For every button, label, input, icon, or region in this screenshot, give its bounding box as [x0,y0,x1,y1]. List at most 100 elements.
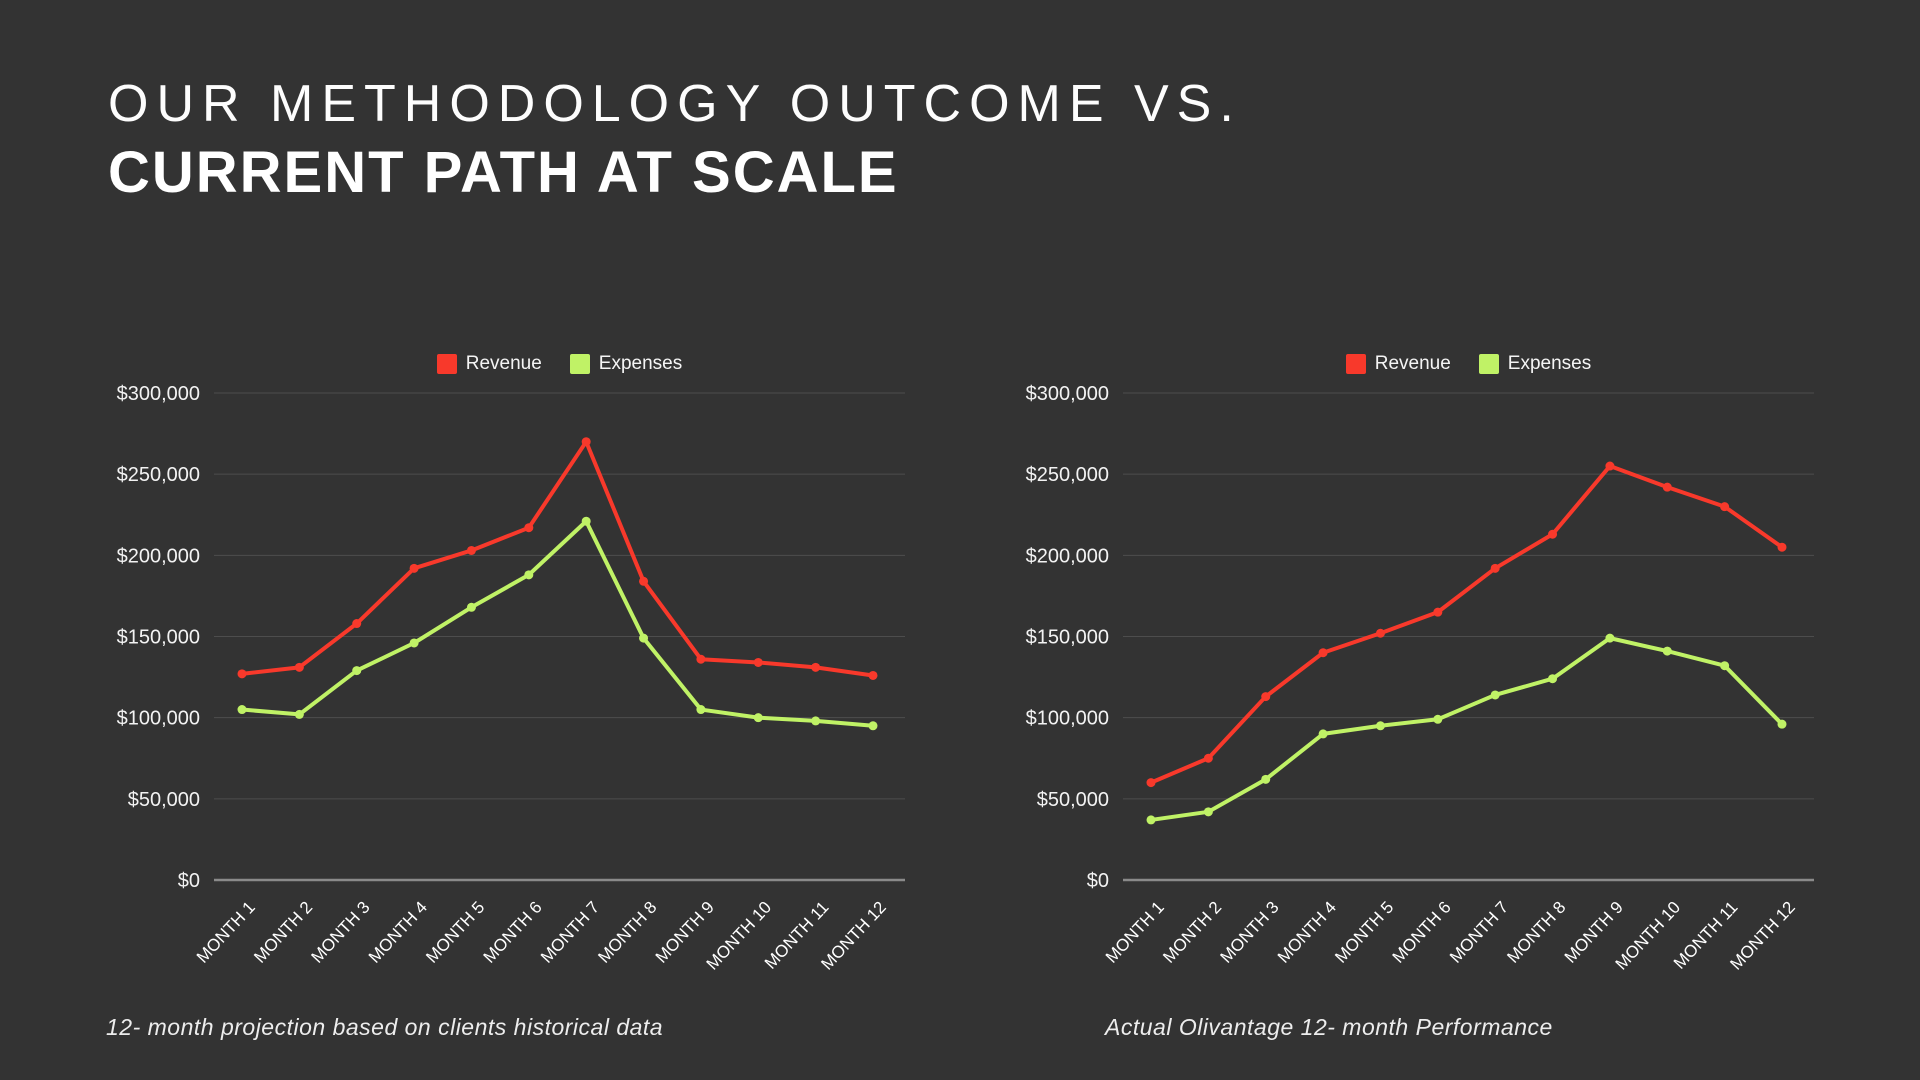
x-tick-label: MONTH 1 [1102,898,1168,967]
x-tick-label: MONTH 8 [594,898,660,967]
revenue-line [240,439,875,678]
expenses-legend-label: Expenses [598,353,683,374]
expenses-line [240,519,875,728]
expenses-data-point [1433,714,1443,724]
expenses-legend-label: Expenses [1507,353,1592,374]
revenue-data-point [294,662,304,672]
revenue-data-point [1662,482,1672,492]
right-chart-caption: Actual Olivantage 12- month Performance [1105,1014,1553,1040]
expenses-data-point [696,705,706,715]
title-line-1: OUR METHODOLOGY OUTCOME VS. [108,75,1242,133]
x-tick-label: MONTH 4 [365,898,431,967]
x-tick-label: MONTH 5 [422,898,488,967]
x-tick-label: MONTH 6 [1389,898,1455,967]
expenses-data-point [237,705,247,715]
revenue-legend-swatch [1345,354,1366,374]
expenses-data-point [1318,729,1328,739]
y-tick-label: $100,000 [117,708,200,730]
revenue-data-point [1777,542,1787,552]
revenue-data-point [352,619,362,629]
left-chart-caption: 12- month projection based on clients hi… [106,1014,664,1040]
x-tick-label: MONTH 3 [1217,898,1283,967]
actual-chart-legend: Revenue Expenses [1123,351,1814,377]
title-line-2: CURRENT PATH AT SCALE [108,140,899,205]
expenses-data-point [1375,721,1385,731]
y-tick-label: $50,000 [128,789,200,811]
y-tick-label: $0 [1087,870,1109,892]
expenses-data-point [639,633,649,643]
revenue-line [1149,464,1784,785]
y-tick-label: $250,000 [1026,464,1109,486]
revenue-data-point [1318,648,1328,658]
revenue-data-point [1720,502,1730,512]
revenue-data-point [466,545,476,555]
expenses-data-point [1146,815,1156,825]
y-tick-label: $100,000 [1026,708,1109,730]
y-tick-label: $200,000 [117,545,200,567]
expenses-data-point [466,602,476,612]
y-tick-label: $250,000 [117,464,200,486]
expenses-legend-swatch [1478,354,1499,374]
expenses-data-point [524,570,534,580]
actual-chart-block: Revenue Expenses $0 $50,000 $100,000 $150,00… [999,345,1839,1055]
legend-item-expenses: Expenses [1478,353,1592,375]
expenses-data-point [1490,690,1500,700]
expenses-data-point [811,716,821,726]
expenses-data-point [294,709,304,719]
revenue-data-point [696,654,706,664]
revenue-data-point [1433,607,1443,617]
expenses-data-point [1548,674,1558,684]
y-tick-label: $300,000 [117,383,200,405]
y-tick-label: $200,000 [1026,545,1109,567]
x-tick-label: MONTH 7 [1446,898,1512,967]
legend-item-revenue: Revenue [436,353,542,375]
revenue-data-point [639,576,649,586]
revenue-data-point [237,669,247,679]
expenses-data-point [1203,807,1213,817]
x-tick-label: MONTH 1 [193,898,259,967]
revenue-data-point [1548,529,1558,539]
expenses-data-point [581,516,591,526]
revenue-data-point [868,670,878,680]
projection-line-chart: $0 $50,000 $100,000 $150,000 $200,000 $250,00… [117,383,905,974]
revenue-data-point [1605,461,1615,471]
expenses-legend-swatch [569,354,590,374]
revenue-data-point [1490,563,1500,573]
revenue-legend-swatch [436,354,457,374]
y-tick-label: $50,000 [1037,789,1109,811]
x-tick-label: MONTH 8 [1503,898,1569,967]
expenses-data-point [1605,633,1615,643]
x-tick-label: MONTH 4 [1274,898,1340,967]
expenses-data-point [409,638,419,648]
revenue-data-point [1261,692,1271,702]
expenses-line [1149,636,1784,822]
revenue-data-point [409,563,419,573]
revenue-data-point [753,657,763,667]
revenue-legend-label: Revenue [465,353,542,374]
expenses-data-point [1261,774,1271,784]
revenue-data-point [524,523,534,533]
legend-item-expenses: Expenses [569,353,683,375]
x-tick-label: MONTH 2 [250,898,316,967]
expenses-data-point [868,721,878,731]
slide-title: OUR METHODOLOGY OUTCOME VS. CURRENT PATH… [108,74,1242,206]
x-tick-label: MONTH 2 [1159,898,1225,967]
x-tick-label: MONTH 7 [537,898,603,967]
projection-chart-legend: Revenue Expenses [214,351,905,377]
y-tick-label: $150,000 [1026,627,1109,649]
y-tick-label: $300,000 [1026,383,1109,405]
legend-item-revenue: Revenue [1345,353,1451,375]
revenue-data-point [811,662,821,672]
y-tick-label: $0 [178,870,200,892]
revenue-data-point [581,437,591,447]
revenue-data-point [1146,778,1156,788]
y-tick-label: $150,000 [117,627,200,649]
projection-chart-block: Revenue Expenses $0 $50,000 $100,000 $150,00… [90,345,930,1055]
revenue-legend-label: Revenue [1374,353,1451,374]
actual-line-chart: $0 $50,000 $100,000 $150,000 $200,000 $250,00… [1026,383,1814,974]
expenses-data-point [753,713,763,723]
expenses-data-point [1720,661,1730,671]
revenue-data-point [1375,628,1385,638]
x-tick-label: MONTH 3 [308,898,374,967]
